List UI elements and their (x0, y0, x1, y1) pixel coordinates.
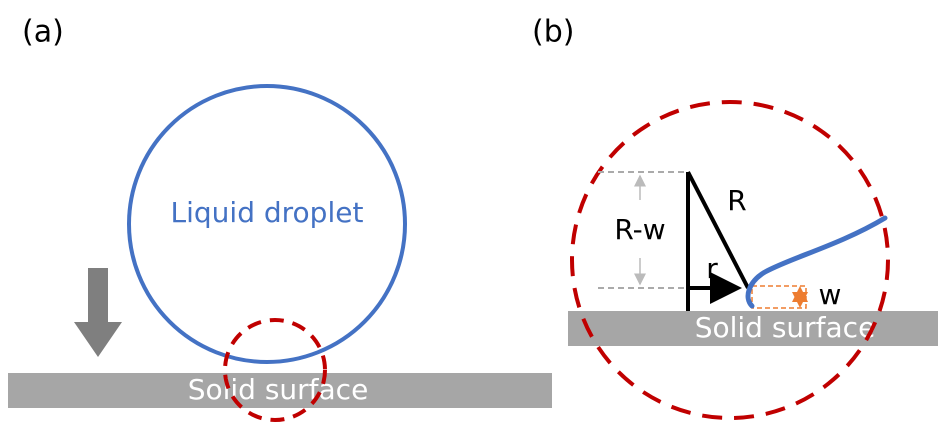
gap-label: w (819, 278, 842, 311)
down-arrow (74, 268, 122, 357)
radius-label: R (727, 184, 746, 217)
zoom-circle (572, 102, 888, 418)
droplet-label: Liquid droplet (171, 196, 364, 229)
surface-label: Solid surface (695, 311, 876, 344)
panel-label: (a) (22, 15, 64, 50)
diagram: (a) Solid surface Liquid droplet (b) Sol… (0, 0, 938, 436)
surface-label: Solid surface (188, 373, 369, 406)
height-label: R-w (614, 213, 665, 246)
panel-label: (b) (532, 15, 574, 50)
contact-label: r (706, 252, 718, 285)
gap-box (752, 286, 806, 308)
droplet-edge (748, 218, 885, 306)
